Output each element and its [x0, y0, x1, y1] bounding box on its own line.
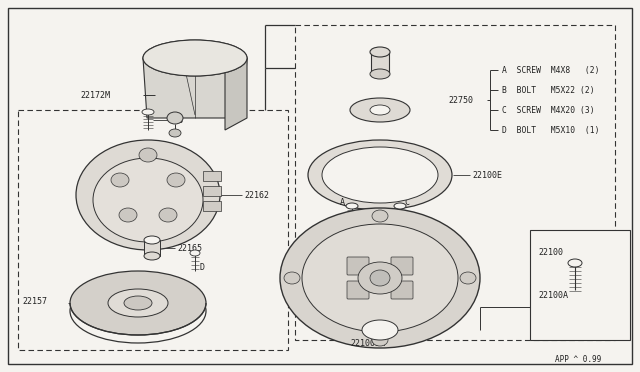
Bar — [530, 230, 630, 340]
Ellipse shape — [346, 203, 358, 209]
Ellipse shape — [460, 272, 476, 284]
Ellipse shape — [143, 40, 247, 76]
Bar — [144, 240, 160, 256]
Text: C: C — [404, 198, 409, 206]
Text: 22165: 22165 — [177, 244, 202, 253]
Ellipse shape — [372, 210, 388, 222]
Ellipse shape — [372, 334, 388, 346]
Ellipse shape — [76, 140, 220, 250]
Ellipse shape — [370, 270, 390, 286]
Text: 22750: 22750 — [448, 96, 473, 105]
Text: A  SCREW  M4X8   (2): A SCREW M4X8 (2) — [502, 65, 600, 74]
Ellipse shape — [350, 98, 410, 122]
Ellipse shape — [108, 289, 168, 317]
Text: 22100EA: 22100EA — [350, 340, 385, 349]
Bar — [203, 186, 221, 196]
Ellipse shape — [370, 105, 390, 115]
Polygon shape — [143, 58, 247, 118]
Text: B  BOLT   M5X22 (2): B BOLT M5X22 (2) — [502, 86, 595, 94]
Ellipse shape — [143, 40, 247, 76]
Ellipse shape — [124, 296, 152, 310]
Ellipse shape — [169, 129, 181, 137]
Text: 22172M: 22172M — [80, 90, 110, 99]
Text: APP ^ 0.99: APP ^ 0.99 — [555, 356, 601, 365]
Text: 22100E: 22100E — [472, 170, 502, 180]
Text: 22162: 22162 — [244, 190, 269, 199]
Text: B: B — [177, 115, 182, 125]
Text: C  SCREW  M4X20 (3): C SCREW M4X20 (3) — [502, 106, 595, 115]
Polygon shape — [225, 58, 247, 130]
Ellipse shape — [144, 236, 160, 244]
Ellipse shape — [284, 272, 300, 284]
Ellipse shape — [394, 203, 406, 209]
Ellipse shape — [159, 208, 177, 222]
Ellipse shape — [167, 173, 185, 187]
Ellipse shape — [370, 47, 390, 57]
Ellipse shape — [322, 147, 438, 203]
Ellipse shape — [308, 140, 452, 210]
Ellipse shape — [362, 320, 398, 340]
Ellipse shape — [70, 279, 206, 343]
Text: D  BOLT   M5X10  (1): D BOLT M5X10 (1) — [502, 125, 600, 135]
Bar — [203, 201, 221, 211]
Ellipse shape — [280, 208, 480, 348]
Bar — [18, 110, 288, 350]
Text: D: D — [200, 263, 205, 272]
Ellipse shape — [167, 112, 183, 124]
Bar — [203, 171, 221, 181]
Text: 22157: 22157 — [22, 298, 47, 307]
Ellipse shape — [370, 69, 390, 79]
FancyBboxPatch shape — [347, 257, 369, 275]
Ellipse shape — [119, 208, 137, 222]
Bar — [295, 25, 615, 340]
Ellipse shape — [139, 148, 157, 162]
Ellipse shape — [358, 262, 402, 294]
Ellipse shape — [111, 173, 129, 187]
FancyBboxPatch shape — [391, 281, 413, 299]
Ellipse shape — [70, 271, 206, 335]
Ellipse shape — [190, 250, 200, 256]
Ellipse shape — [93, 158, 203, 242]
Text: 22100A: 22100A — [538, 291, 568, 299]
FancyBboxPatch shape — [391, 257, 413, 275]
Text: A: A — [340, 198, 345, 206]
Bar — [371, 52, 389, 74]
Ellipse shape — [144, 252, 160, 260]
Ellipse shape — [568, 259, 582, 267]
FancyBboxPatch shape — [347, 281, 369, 299]
Ellipse shape — [142, 109, 154, 115]
Text: 22100: 22100 — [538, 247, 563, 257]
Ellipse shape — [302, 224, 458, 332]
